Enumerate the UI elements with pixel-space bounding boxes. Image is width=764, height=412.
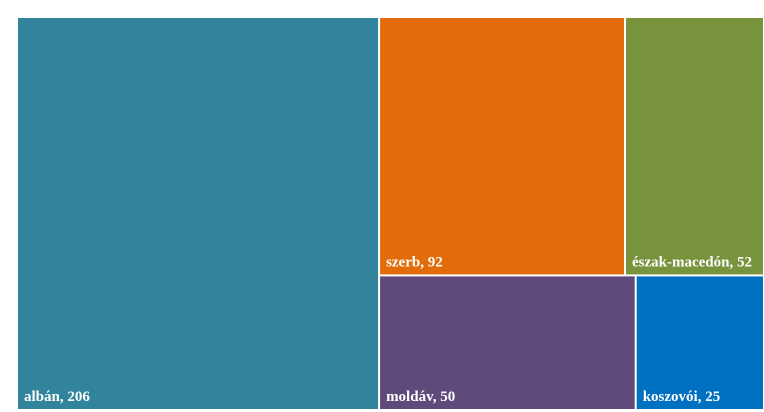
tile-label: koszovói, 25 [643, 389, 721, 405]
tile-name: szerb [386, 254, 420, 270]
tile [18, 18, 379, 409]
separator: , [729, 254, 737, 270]
tile [625, 18, 763, 275]
tile-name: észak-macedón [632, 254, 730, 270]
separator: , [433, 389, 441, 405]
tile-label: moldáv, 50 [386, 389, 455, 405]
tile-value: 206 [67, 389, 90, 405]
separator: , [60, 389, 68, 405]
tile [380, 18, 624, 275]
separator: , [698, 389, 706, 405]
tile-value: 52 [737, 254, 752, 270]
tile-value: 50 [440, 389, 455, 405]
tile-name: moldáv [386, 389, 434, 405]
tile [380, 276, 635, 409]
tile-name: koszovói [643, 389, 698, 405]
tile-label: észak-macedón, 52 [632, 254, 752, 270]
tile-value: 92 [428, 254, 443, 270]
separator: , [420, 254, 428, 270]
tile-name: albán [24, 389, 61, 405]
tile-label: szerb, 92 [386, 254, 443, 270]
tile-label: albán, 206 [24, 389, 90, 405]
tile [636, 276, 763, 409]
tile-value: 25 [705, 389, 720, 405]
